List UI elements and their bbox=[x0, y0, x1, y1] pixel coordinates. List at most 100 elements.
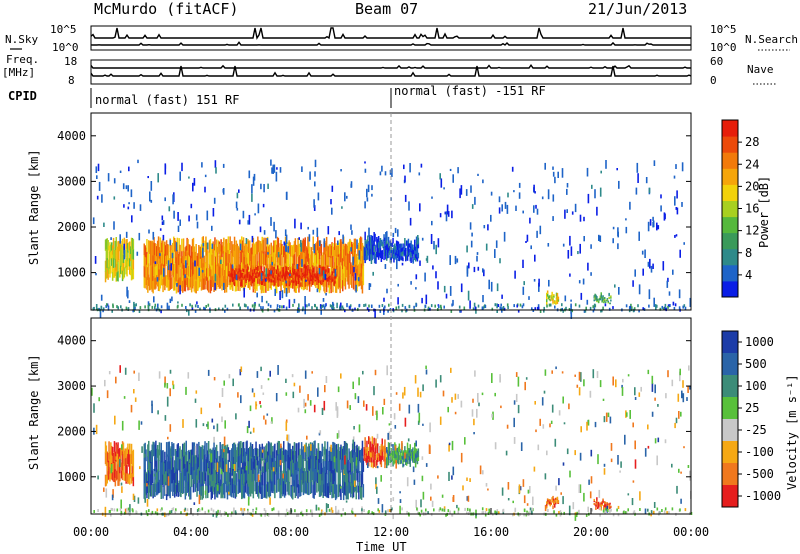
range-cell bbox=[397, 255, 400, 261]
range-cell bbox=[111, 455, 114, 464]
range-cell bbox=[154, 277, 156, 290]
range-cell bbox=[191, 239, 194, 252]
range-cell bbox=[281, 447, 283, 460]
range-cell bbox=[386, 447, 388, 453]
range-cell bbox=[325, 264, 327, 270]
range-cell bbox=[115, 237, 117, 249]
range-cell bbox=[146, 251, 148, 265]
range-cell bbox=[376, 433, 379, 439]
range-cell bbox=[596, 498, 598, 501]
range-cell bbox=[253, 244, 255, 256]
range-cell bbox=[578, 387, 581, 396]
range-cell bbox=[147, 456, 149, 469]
range-cell bbox=[221, 457, 223, 472]
range-cell bbox=[194, 265, 196, 280]
range-cell bbox=[601, 309, 603, 313]
range-cell bbox=[312, 275, 315, 280]
range-cell bbox=[246, 276, 248, 281]
range-cell bbox=[401, 251, 403, 257]
range-cell bbox=[309, 276, 311, 281]
range-cell bbox=[230, 250, 232, 264]
range-cell bbox=[153, 442, 155, 457]
range-cell bbox=[614, 284, 616, 288]
range-cell bbox=[109, 268, 111, 278]
range-cell bbox=[599, 507, 602, 511]
range-cell bbox=[148, 484, 150, 500]
range-cell bbox=[116, 255, 118, 264]
range-cell bbox=[389, 456, 392, 461]
range-cell bbox=[310, 276, 313, 287]
range-cell bbox=[247, 511, 249, 515]
range-cell bbox=[273, 221, 275, 232]
range-cell bbox=[104, 441, 107, 454]
range-cell bbox=[419, 391, 422, 398]
range-cell bbox=[232, 470, 235, 485]
range-cell bbox=[256, 448, 258, 461]
range-cell bbox=[106, 267, 108, 278]
range-cell bbox=[238, 454, 240, 468]
range-cell bbox=[378, 453, 381, 458]
range-cell bbox=[387, 442, 390, 449]
range-cell bbox=[171, 508, 174, 512]
range-cell bbox=[393, 454, 395, 458]
range-cell bbox=[265, 237, 267, 252]
range-cell bbox=[569, 470, 571, 478]
range-cell bbox=[411, 244, 413, 248]
range-cell bbox=[414, 239, 416, 246]
range-cell bbox=[106, 459, 108, 468]
range-cell bbox=[203, 306, 205, 310]
range-cell bbox=[165, 470, 168, 486]
range-cell bbox=[277, 513, 280, 517]
range-cell bbox=[111, 257, 113, 266]
range-cell bbox=[113, 250, 116, 260]
range-cell bbox=[162, 278, 164, 293]
range-cell bbox=[168, 305, 170, 311]
range-cell bbox=[191, 442, 194, 455]
range-cell bbox=[307, 470, 309, 483]
range-cell bbox=[116, 508, 119, 512]
range-cell bbox=[351, 511, 354, 515]
range-cell bbox=[329, 304, 332, 308]
range-cell bbox=[290, 274, 292, 276]
range-cell bbox=[675, 234, 678, 237]
range-cell bbox=[638, 231, 640, 241]
range-cell bbox=[271, 469, 273, 482]
range-cell bbox=[201, 276, 204, 290]
range-cell bbox=[315, 273, 317, 276]
range-cell bbox=[465, 189, 468, 196]
range-cell bbox=[638, 392, 641, 397]
range-cell bbox=[181, 238, 183, 252]
range-cell bbox=[185, 265, 187, 276]
range-cell bbox=[557, 300, 560, 302]
range-cell bbox=[121, 469, 124, 481]
range-cell bbox=[107, 173, 110, 182]
range-cell bbox=[285, 419, 288, 423]
range-cell bbox=[550, 502, 552, 504]
range-cell bbox=[172, 384, 175, 390]
range-cell bbox=[157, 263, 160, 278]
range-cell bbox=[119, 234, 121, 244]
range-cell bbox=[179, 277, 181, 289]
range-cell bbox=[305, 274, 307, 278]
range-cell bbox=[173, 263, 176, 278]
range-cell bbox=[266, 451, 269, 462]
colorbar-swatch bbox=[722, 264, 738, 282]
range-cell bbox=[463, 306, 466, 310]
nave-tick-high: 60 bbox=[710, 55, 723, 68]
range-cell bbox=[183, 455, 186, 468]
range-cell bbox=[233, 277, 236, 283]
range-cell bbox=[155, 453, 157, 467]
range-cell bbox=[188, 254, 190, 266]
range-cell bbox=[317, 252, 320, 266]
range-cell bbox=[238, 247, 240, 259]
range-cell bbox=[306, 460, 308, 473]
range-cell bbox=[497, 304, 500, 307]
range-cell bbox=[254, 280, 256, 293]
range-cell bbox=[314, 277, 316, 280]
range-cell bbox=[456, 504, 458, 509]
range-cell bbox=[354, 470, 357, 482]
range-cell bbox=[270, 278, 273, 283]
range-cell bbox=[138, 372, 140, 381]
range-cell bbox=[169, 448, 171, 462]
range-cell bbox=[395, 457, 398, 462]
